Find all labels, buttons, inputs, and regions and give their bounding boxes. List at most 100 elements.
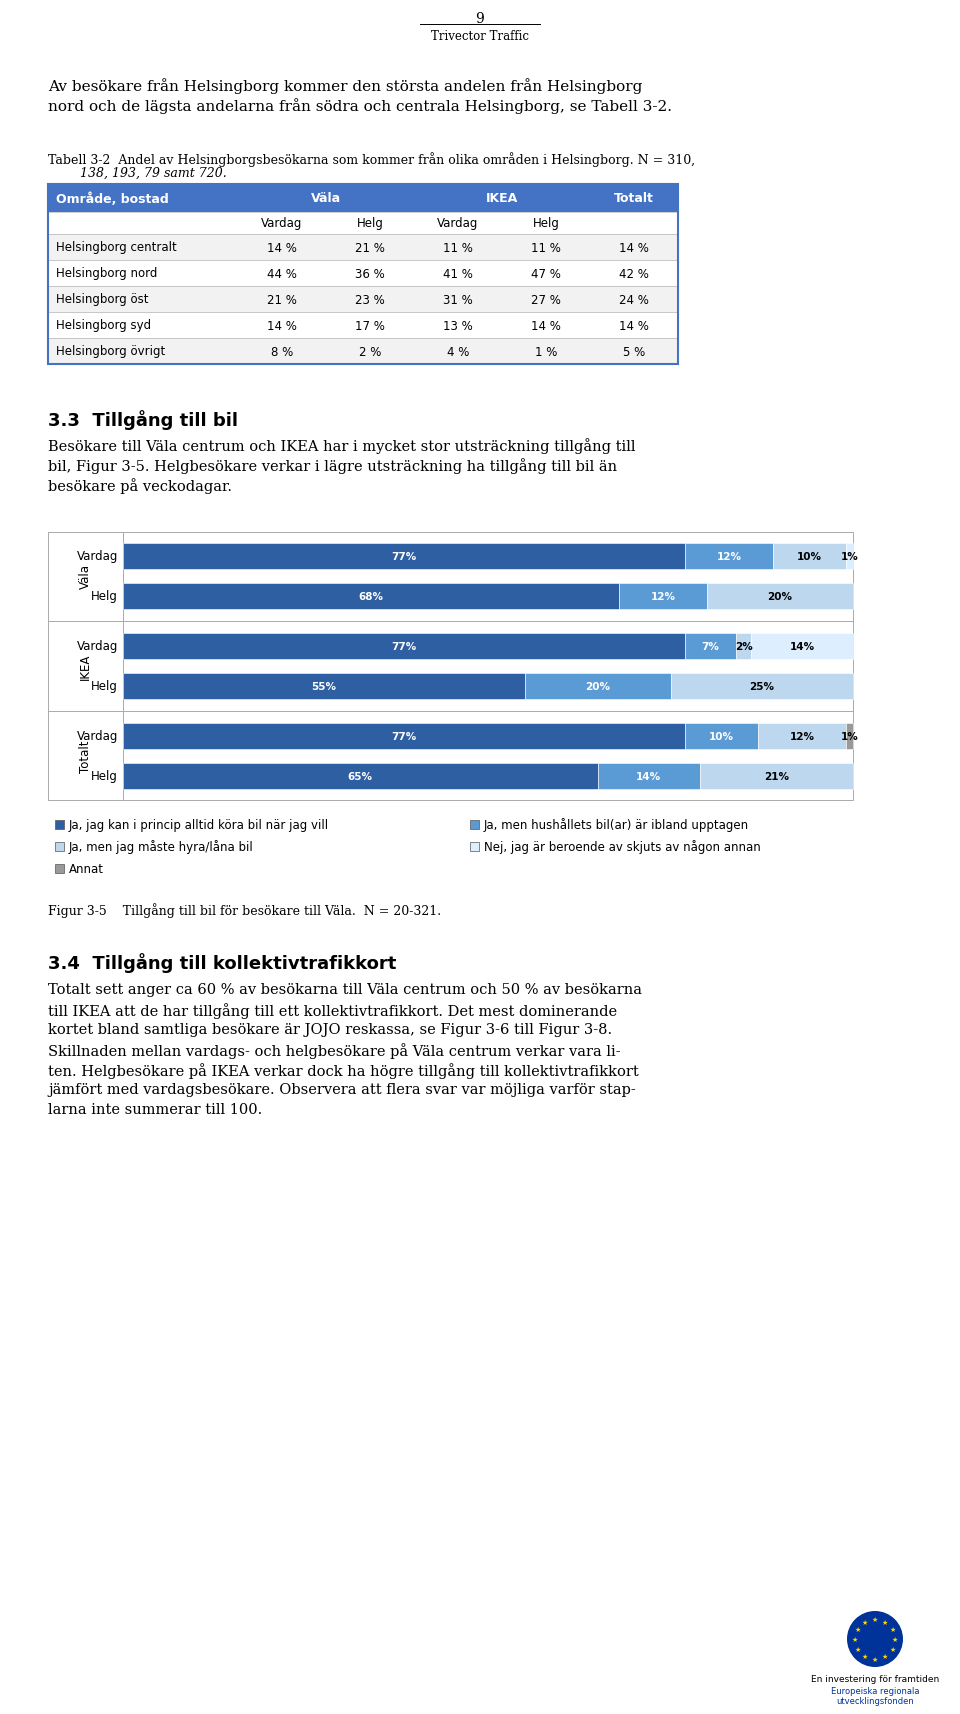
Bar bbox=[48, 533, 123, 800]
Text: Skillnaden mellan vardags- och helgbesökare på Väla centrum verkar vara li-: Skillnaden mellan vardags- och helgbesök… bbox=[48, 1042, 620, 1058]
Text: ★: ★ bbox=[872, 1656, 878, 1663]
Text: ★: ★ bbox=[892, 1637, 899, 1642]
Text: Vardag: Vardag bbox=[77, 550, 118, 564]
Bar bbox=[470, 843, 479, 852]
Text: 17 %: 17 % bbox=[355, 319, 385, 333]
Text: ★: ★ bbox=[882, 1618, 888, 1625]
Text: 1 %: 1 % bbox=[535, 345, 557, 358]
Text: 12%: 12% bbox=[789, 732, 814, 742]
Text: Område, bostad: Område, bostad bbox=[56, 192, 169, 206]
Text: 14%: 14% bbox=[636, 771, 661, 782]
Bar bbox=[123, 584, 619, 610]
Text: Helg: Helg bbox=[356, 218, 383, 230]
Text: ★: ★ bbox=[854, 1627, 861, 1632]
Text: 14 %: 14 % bbox=[619, 319, 649, 333]
Text: ★: ★ bbox=[872, 1616, 878, 1621]
Text: larna inte summerar till 100.: larna inte summerar till 100. bbox=[48, 1102, 262, 1116]
Bar bbox=[670, 674, 853, 699]
Text: Helsingborg öst: Helsingborg öst bbox=[56, 293, 149, 307]
Text: En investering för framtiden: En investering för framtiden bbox=[811, 1675, 939, 1683]
Bar bbox=[685, 634, 736, 660]
Text: Ja, men hushållets bil(ar) är ibland upptagen: Ja, men hushållets bil(ar) är ibland upp… bbox=[484, 818, 749, 831]
Text: 138, 193, 79 samt 720.: 138, 193, 79 samt 720. bbox=[48, 166, 227, 180]
Text: 20%: 20% bbox=[767, 591, 793, 602]
Text: Vardag: Vardag bbox=[77, 639, 118, 653]
Text: jämfört med vardagsbesökare. Observera att flera svar var möjliga varför stap-: jämfört med vardagsbesökare. Observera a… bbox=[48, 1082, 636, 1097]
Bar bbox=[685, 723, 758, 749]
Text: 77%: 77% bbox=[392, 732, 417, 742]
Text: 21 %: 21 % bbox=[355, 242, 385, 254]
Text: 1%: 1% bbox=[840, 732, 858, 742]
Bar bbox=[773, 543, 846, 569]
Bar bbox=[736, 634, 751, 660]
Text: 14 %: 14 % bbox=[531, 319, 561, 333]
Text: Totalt: Totalt bbox=[79, 740, 92, 773]
Text: 55%: 55% bbox=[311, 682, 336, 691]
Text: 31 %: 31 % bbox=[444, 293, 473, 307]
Text: 14 %: 14 % bbox=[619, 242, 649, 254]
Bar bbox=[123, 533, 853, 800]
Text: Nej, jag är beroende av skjuts av någon annan: Nej, jag är beroende av skjuts av någon … bbox=[484, 840, 760, 854]
Bar bbox=[846, 543, 853, 569]
Text: 21 %: 21 % bbox=[267, 293, 297, 307]
Text: 10%: 10% bbox=[709, 732, 734, 742]
Text: 77%: 77% bbox=[392, 641, 417, 651]
Text: 65%: 65% bbox=[348, 771, 372, 782]
Text: 9: 9 bbox=[475, 12, 485, 26]
Text: Annat: Annat bbox=[69, 862, 104, 876]
Text: 8 %: 8 % bbox=[271, 345, 293, 358]
Bar bbox=[123, 634, 685, 660]
Text: 44 %: 44 % bbox=[267, 267, 297, 281]
Text: 3.4  Tillgång till kollektivtrafikkort: 3.4 Tillgång till kollektivtrafikkort bbox=[48, 953, 396, 972]
Text: 2 %: 2 % bbox=[359, 345, 381, 358]
Bar bbox=[123, 543, 685, 569]
Text: 5 %: 5 % bbox=[623, 345, 645, 358]
Text: Ja, men jag måste hyra/låna bil: Ja, men jag måste hyra/låna bil bbox=[69, 840, 253, 854]
Text: 14 %: 14 % bbox=[267, 242, 297, 254]
Text: 14 %: 14 % bbox=[267, 319, 297, 333]
Text: 77%: 77% bbox=[392, 552, 417, 562]
Bar bbox=[48, 261, 678, 286]
Bar bbox=[470, 821, 479, 830]
Text: 20%: 20% bbox=[585, 682, 610, 691]
Text: 7%: 7% bbox=[702, 641, 720, 651]
Text: Totalt: Totalt bbox=[614, 192, 654, 206]
Bar bbox=[597, 763, 700, 790]
Text: ★: ★ bbox=[852, 1637, 858, 1642]
Text: Helsingborg centralt: Helsingborg centralt bbox=[56, 242, 177, 254]
Text: Väla: Väla bbox=[79, 564, 92, 590]
Text: 2%: 2% bbox=[734, 641, 753, 651]
Text: ★: ★ bbox=[854, 1645, 861, 1652]
Text: 68%: 68% bbox=[359, 591, 384, 602]
Text: Väla: Väla bbox=[311, 192, 341, 206]
Bar bbox=[758, 723, 846, 749]
Text: ★: ★ bbox=[882, 1654, 888, 1659]
Text: ★: ★ bbox=[889, 1627, 896, 1632]
Bar bbox=[48, 185, 678, 213]
Text: Helg: Helg bbox=[533, 218, 560, 230]
Text: Trivector Traffic: Trivector Traffic bbox=[431, 29, 529, 43]
Text: Tabell 3-2  Andel av Helsingborgsbesökarna som kommer från olika områden i Helsi: Tabell 3-2 Andel av Helsingborgsbesökarn… bbox=[48, 153, 695, 166]
Text: 3.3  Tillgång till bil: 3.3 Tillgång till bil bbox=[48, 410, 238, 430]
Bar bbox=[48, 339, 678, 365]
Text: Helsingborg övrigt: Helsingborg övrigt bbox=[56, 345, 165, 358]
Text: 21%: 21% bbox=[764, 771, 789, 782]
Bar bbox=[123, 674, 524, 699]
Bar bbox=[123, 763, 597, 790]
Text: Av besökare från Helsingborg kommer den största andelen från Helsingborg: Av besökare från Helsingborg kommer den … bbox=[48, 77, 642, 94]
Text: Vardag: Vardag bbox=[261, 218, 302, 230]
Bar bbox=[55, 821, 64, 830]
Bar bbox=[123, 723, 685, 749]
Text: Europeiska regionala: Europeiska regionala bbox=[830, 1687, 920, 1695]
Text: bil, Figur 3-5. Helgbesökare verkar i lägre utsträckning ha tillgång till bil än: bil, Figur 3-5. Helgbesökare verkar i lä… bbox=[48, 458, 617, 473]
Text: 10%: 10% bbox=[797, 552, 822, 562]
Bar bbox=[524, 674, 670, 699]
Text: 42 %: 42 % bbox=[619, 267, 649, 281]
Bar bbox=[48, 235, 678, 261]
Text: ★: ★ bbox=[889, 1645, 896, 1652]
Text: 23 %: 23 % bbox=[355, 293, 385, 307]
Text: utvecklingsfonden: utvecklingsfonden bbox=[836, 1697, 914, 1705]
Bar bbox=[55, 864, 64, 874]
Text: Vardag: Vardag bbox=[438, 218, 479, 230]
Bar bbox=[700, 763, 853, 790]
